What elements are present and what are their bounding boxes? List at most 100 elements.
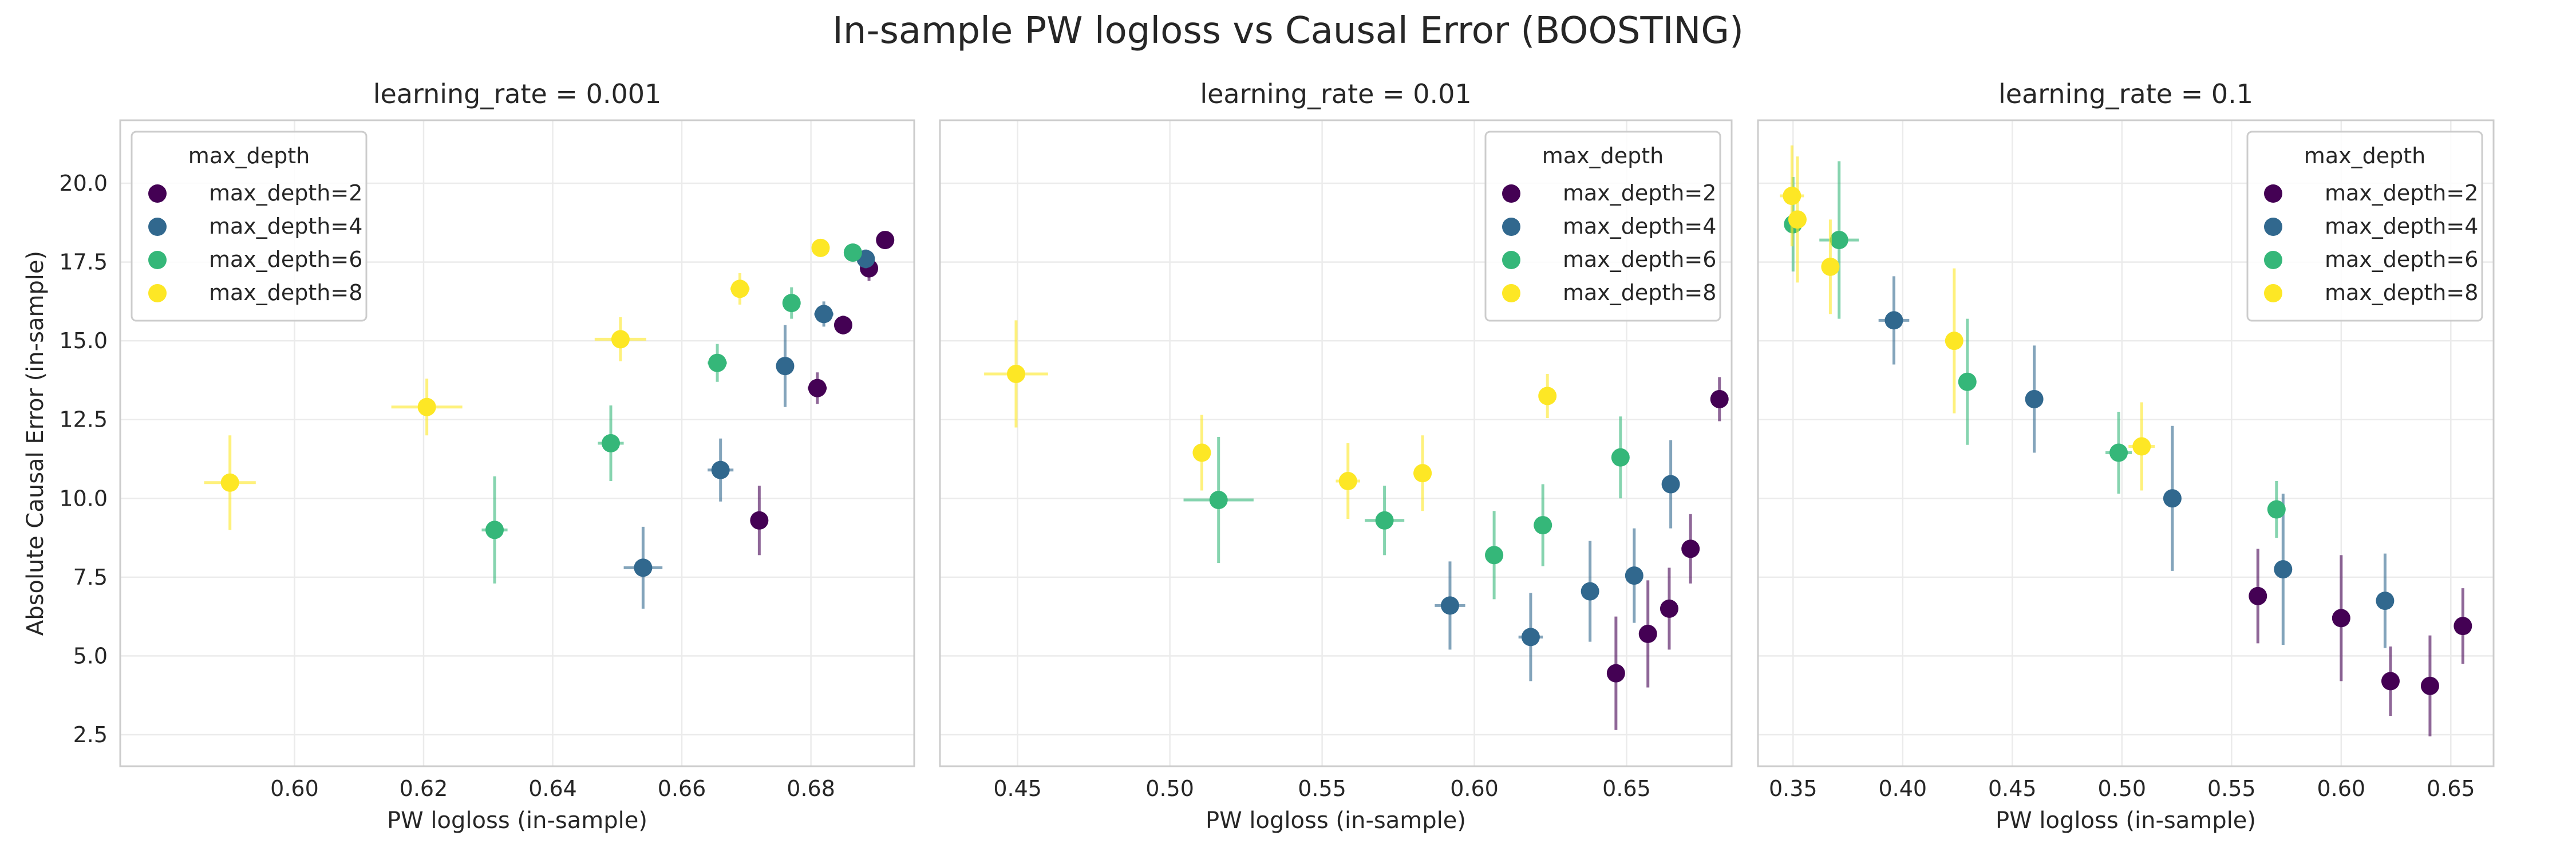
legend-entry: max_depth=4: [1563, 214, 1716, 239]
data-point: [1413, 464, 1432, 483]
data-point: [1611, 448, 1630, 467]
data-point: [1788, 210, 1807, 229]
legend-entry: max_depth=8: [209, 280, 362, 305]
legend-entry: max_depth=6: [2325, 247, 2478, 272]
series-max_depth=8: [1780, 145, 2155, 491]
y-tick-label: 5.0: [73, 643, 108, 668]
legend-marker: [1502, 184, 1520, 203]
data-point: [485, 521, 504, 539]
data-point: [2332, 609, 2350, 628]
data-point: [2025, 389, 2044, 408]
data-point: [1660, 599, 1678, 618]
data-point: [1375, 511, 1394, 530]
data-point: [2453, 617, 2472, 636]
series-max_depth=2: [1606, 377, 1729, 730]
panel-title: learning_rate = 0.001: [373, 78, 662, 109]
legend-entry: max_depth=2: [1563, 180, 1716, 206]
series-max_depth=6: [481, 243, 862, 584]
legend-entry: max_depth=4: [209, 214, 362, 239]
legend: max_depth max_depth=2 max_depth=4 max_depth…: [131, 131, 368, 322]
series-max_depth=8: [984, 320, 1557, 519]
x-tick-label: 0.45: [1988, 776, 2037, 801]
data-point: [750, 511, 769, 530]
panel-1: 0.60 0.62 0.64 0.66 0.68 2.5 5.0 7.5 10.0 12.5 15.…: [22, 78, 915, 834]
data-point: [634, 558, 653, 577]
data-point: [1884, 311, 1903, 330]
data-point: [1625, 566, 1643, 585]
legend-title: max_depth: [188, 143, 310, 168]
x-tick-label: 0.45: [993, 776, 1042, 801]
x-tick-label: 0.50: [2097, 776, 2146, 801]
data-point: [2381, 672, 2400, 691]
legend-title: max_depth: [1542, 143, 1664, 168]
data-point: [1661, 475, 1680, 494]
legend-marker: [2264, 284, 2282, 302]
data-point: [876, 231, 895, 250]
panel-3: 0.35 0.40 0.45 0.50 0.55 0.60 0.65 learning_rat…: [1757, 78, 2495, 834]
legend-title: max_depth: [2304, 143, 2425, 168]
series-max_depth=2: [2249, 549, 2472, 736]
legend: max_depth max_depth=2 max_depth=4 max_depth…: [1484, 131, 1721, 322]
data-point: [811, 238, 830, 257]
x-tick-label: 0.55: [1298, 776, 1346, 801]
y-tick-label: 7.5: [73, 565, 108, 590]
data-point: [1521, 628, 1540, 647]
data-point: [2109, 443, 2128, 462]
legend-entry: max_depth=6: [209, 247, 362, 272]
data-point: [782, 294, 801, 313]
data-point: [1638, 624, 1657, 643]
series-max_depth=8: [204, 238, 830, 530]
data-point: [808, 379, 827, 397]
legend-entry: max_depth=6: [1563, 247, 1716, 272]
data-point: [2132, 437, 2151, 456]
data-point: [2274, 560, 2293, 579]
data-point: [2163, 489, 2182, 508]
data-point: [1681, 539, 1700, 558]
legend-box: [2246, 131, 2483, 322]
legend-marker: [148, 284, 167, 302]
y-tick-label: 10.0: [59, 486, 108, 511]
x-tick-label: 0.60: [1450, 776, 1499, 801]
data-point: [1945, 332, 1963, 350]
data-point: [1958, 372, 1977, 391]
data-point: [2267, 500, 2286, 519]
data-point: [833, 316, 852, 334]
legend-entry: max_depth=2: [2325, 180, 2478, 206]
x-tick-label: 0.50: [1145, 776, 1194, 801]
x-axis-label: PW logloss (in-sample): [1996, 807, 2256, 834]
data-point: [220, 473, 239, 492]
y-tick-label: 12.5: [59, 407, 108, 432]
legend-marker: [148, 184, 167, 203]
data-point: [776, 357, 795, 376]
figure-title: In-sample PW logloss vs Causal Error (BO…: [832, 10, 1744, 52]
x-tick-label: 0.66: [658, 776, 706, 801]
x-tick-label: 0.40: [1878, 776, 1927, 801]
x-tick-label: 0.62: [400, 776, 448, 801]
panel-2: 0.45 0.50 0.55 0.60 0.65 learning_rate = 0.01…: [939, 78, 1733, 834]
x-tick-label: 0.65: [1602, 776, 1651, 801]
x-axis-label: PW logloss (in-sample): [387, 807, 647, 834]
data-point: [1821, 257, 1840, 276]
data-point: [1538, 387, 1557, 405]
data-point: [1830, 231, 1848, 250]
series-max_depth=4: [1878, 276, 2395, 648]
data-point: [602, 434, 621, 452]
data-point: [1192, 443, 1211, 462]
x-axis-label: PW logloss (in-sample): [1206, 807, 1466, 834]
series-max_depth=6: [1183, 416, 1630, 600]
data-point: [711, 460, 730, 479]
legend-marker: [1502, 284, 1520, 302]
y-tick-label: 17.5: [59, 250, 108, 275]
data-point: [2420, 676, 2439, 695]
panel-title: learning_rate = 0.1: [1998, 78, 2253, 109]
data-point: [1710, 389, 1729, 408]
series-max_depth=2: [750, 231, 895, 555]
data-point: [1485, 546, 1504, 565]
panel-title: learning_rate = 0.01: [1200, 78, 1471, 109]
legend: max_depth max_depth=2 max_depth=4 max_depth…: [2246, 131, 2483, 322]
legend-entry: max_depth=8: [1563, 280, 1716, 305]
legend-marker: [2264, 218, 2282, 236]
legend-box: [1484, 131, 1721, 322]
x-tick-label: 0.64: [528, 776, 577, 801]
